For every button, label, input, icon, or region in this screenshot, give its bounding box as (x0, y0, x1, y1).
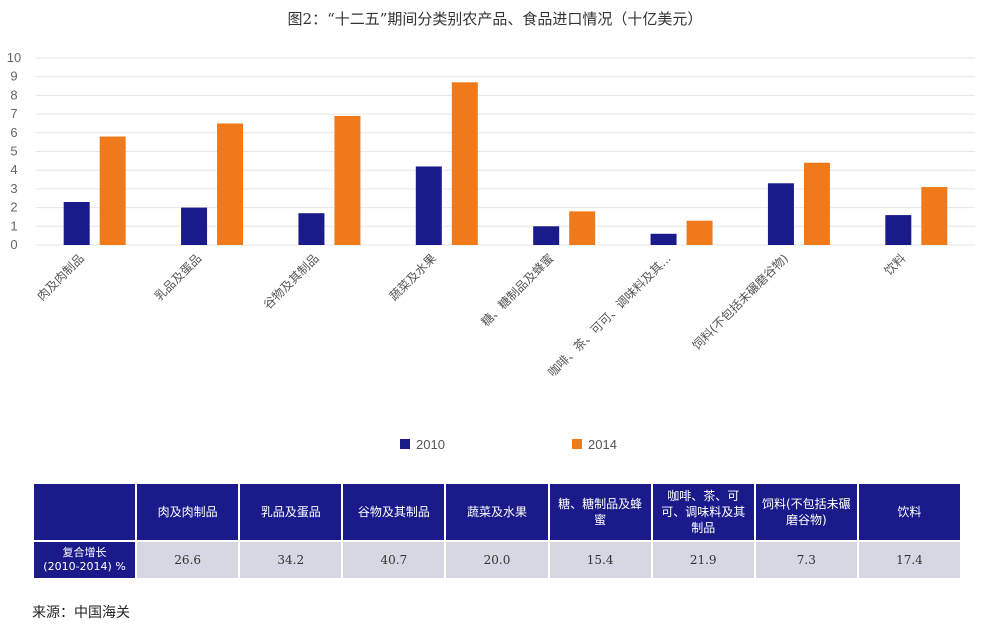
growth-table-cell: 21.9 (652, 542, 754, 578)
y-tick-label: 8 (10, 87, 17, 102)
y-tick-label: 2 (10, 200, 17, 215)
bar-2014 (217, 123, 244, 245)
bar-2010 (767, 183, 794, 245)
growth-table-header: 乳品及蛋品 (240, 484, 342, 540)
bar-2014 (686, 220, 713, 245)
bar-2014 (451, 82, 478, 245)
growth-table-header-row: 肉及肉制品 乳品及蛋品 谷物及其制品 蔬菜及水果 糖、糖制品及蜂蜜 咖啡、茶、可… (34, 484, 960, 540)
x-category-label: 谷物及其制品 (261, 251, 322, 312)
growth-table-header: 肉及肉制品 (137, 484, 239, 540)
x-category-label: 饲料(不包括未碾磨谷物) (689, 251, 791, 353)
bar-2010 (650, 233, 677, 245)
y-tick-label: 5 (10, 144, 17, 159)
x-category-label: 肉及肉制品 (34, 251, 86, 303)
growth-table-header: 蔬菜及水果 (446, 484, 548, 540)
bar-2014 (803, 162, 830, 245)
source-note: 来源：中国海关 (32, 605, 130, 621)
growth-table-row: 复合增长 (2010-2014) % 26.6 34.2 40.7 20.0 1… (34, 542, 960, 578)
chart-title: 图2：“十二五”期间分类别农产品、食品进口情况（十亿美元） (287, 10, 703, 28)
x-category-label: 蔬菜及水果 (387, 251, 439, 303)
x-category-label: 咖啡、茶、可可、调味料及其... (545, 251, 674, 380)
bar-2010 (298, 213, 325, 245)
growth-table-corner (34, 484, 136, 540)
y-tick-label: 1 (10, 218, 17, 233)
legend-label-2014: 2014 (588, 437, 617, 452)
bar-2010 (533, 226, 560, 245)
growth-table-header: 咖啡、茶、可可、调味料及其制品 (652, 484, 754, 540)
growth-row-label: 复合增长 (2010-2014) % (34, 542, 136, 578)
growth-table-header: 饮料 (858, 484, 960, 540)
growth-table-header: 糖、糖制品及蜂蜜 (549, 484, 651, 540)
bar-2014 (921, 187, 948, 245)
y-tick-label: 7 (10, 106, 17, 121)
growth-table-cell: 40.7 (343, 542, 445, 578)
bar-2010 (181, 207, 208, 245)
x-category-label: 饮料 (882, 251, 909, 278)
y-tick-label: 3 (10, 181, 17, 196)
growth-table-cell: 20.0 (446, 542, 548, 578)
growth-row-label-line2: (2010-2014) % (43, 560, 126, 573)
growth-table-cell: 26.6 (137, 542, 239, 578)
y-tick-label: 4 (10, 162, 17, 177)
growth-table: 肉及肉制品 乳品及蛋品 谷物及其制品 蔬菜及水果 糖、糖制品及蜂蜜 咖啡、茶、可… (32, 482, 962, 580)
y-tick-label: 9 (10, 69, 17, 84)
bar-2010 (415, 166, 442, 245)
legend-swatch-2014 (572, 439, 582, 449)
growth-table-header: 谷物及其制品 (343, 484, 445, 540)
y-tick-label: 6 (10, 125, 17, 140)
x-category-label: 乳品及蛋品 (152, 251, 204, 303)
bar-2014 (569, 211, 596, 245)
growth-table-cell: 7.3 (755, 542, 857, 578)
growth-table-cell: 17.4 (858, 542, 960, 578)
bar-2010 (885, 215, 912, 245)
y-tick-label: 0 (10, 237, 17, 252)
growth-table-header: 饲料(不包括未碾磨谷物) (755, 484, 857, 540)
legend-label-2010: 2010 (416, 437, 445, 452)
bar-chart: 0 1 2 3 4 5 6 7 8 9 10 肉及肉制品 乳品及蛋品 谷物及其制品 蔬菜及水果 糖、糖制品及… (7, 50, 975, 452)
y-tick-label: 10 (7, 50, 21, 65)
growth-row-label-line1: 复合增长 (62, 546, 107, 559)
growth-table-cell: 15.4 (549, 542, 651, 578)
bar-2014 (99, 136, 126, 245)
bar-2010 (63, 201, 90, 245)
bar-2014 (334, 115, 361, 245)
growth-table-cell: 34.2 (240, 542, 342, 578)
legend-swatch-2010 (400, 439, 410, 449)
x-category-label: 糖、糖制品及蜂蜜 (478, 251, 556, 329)
